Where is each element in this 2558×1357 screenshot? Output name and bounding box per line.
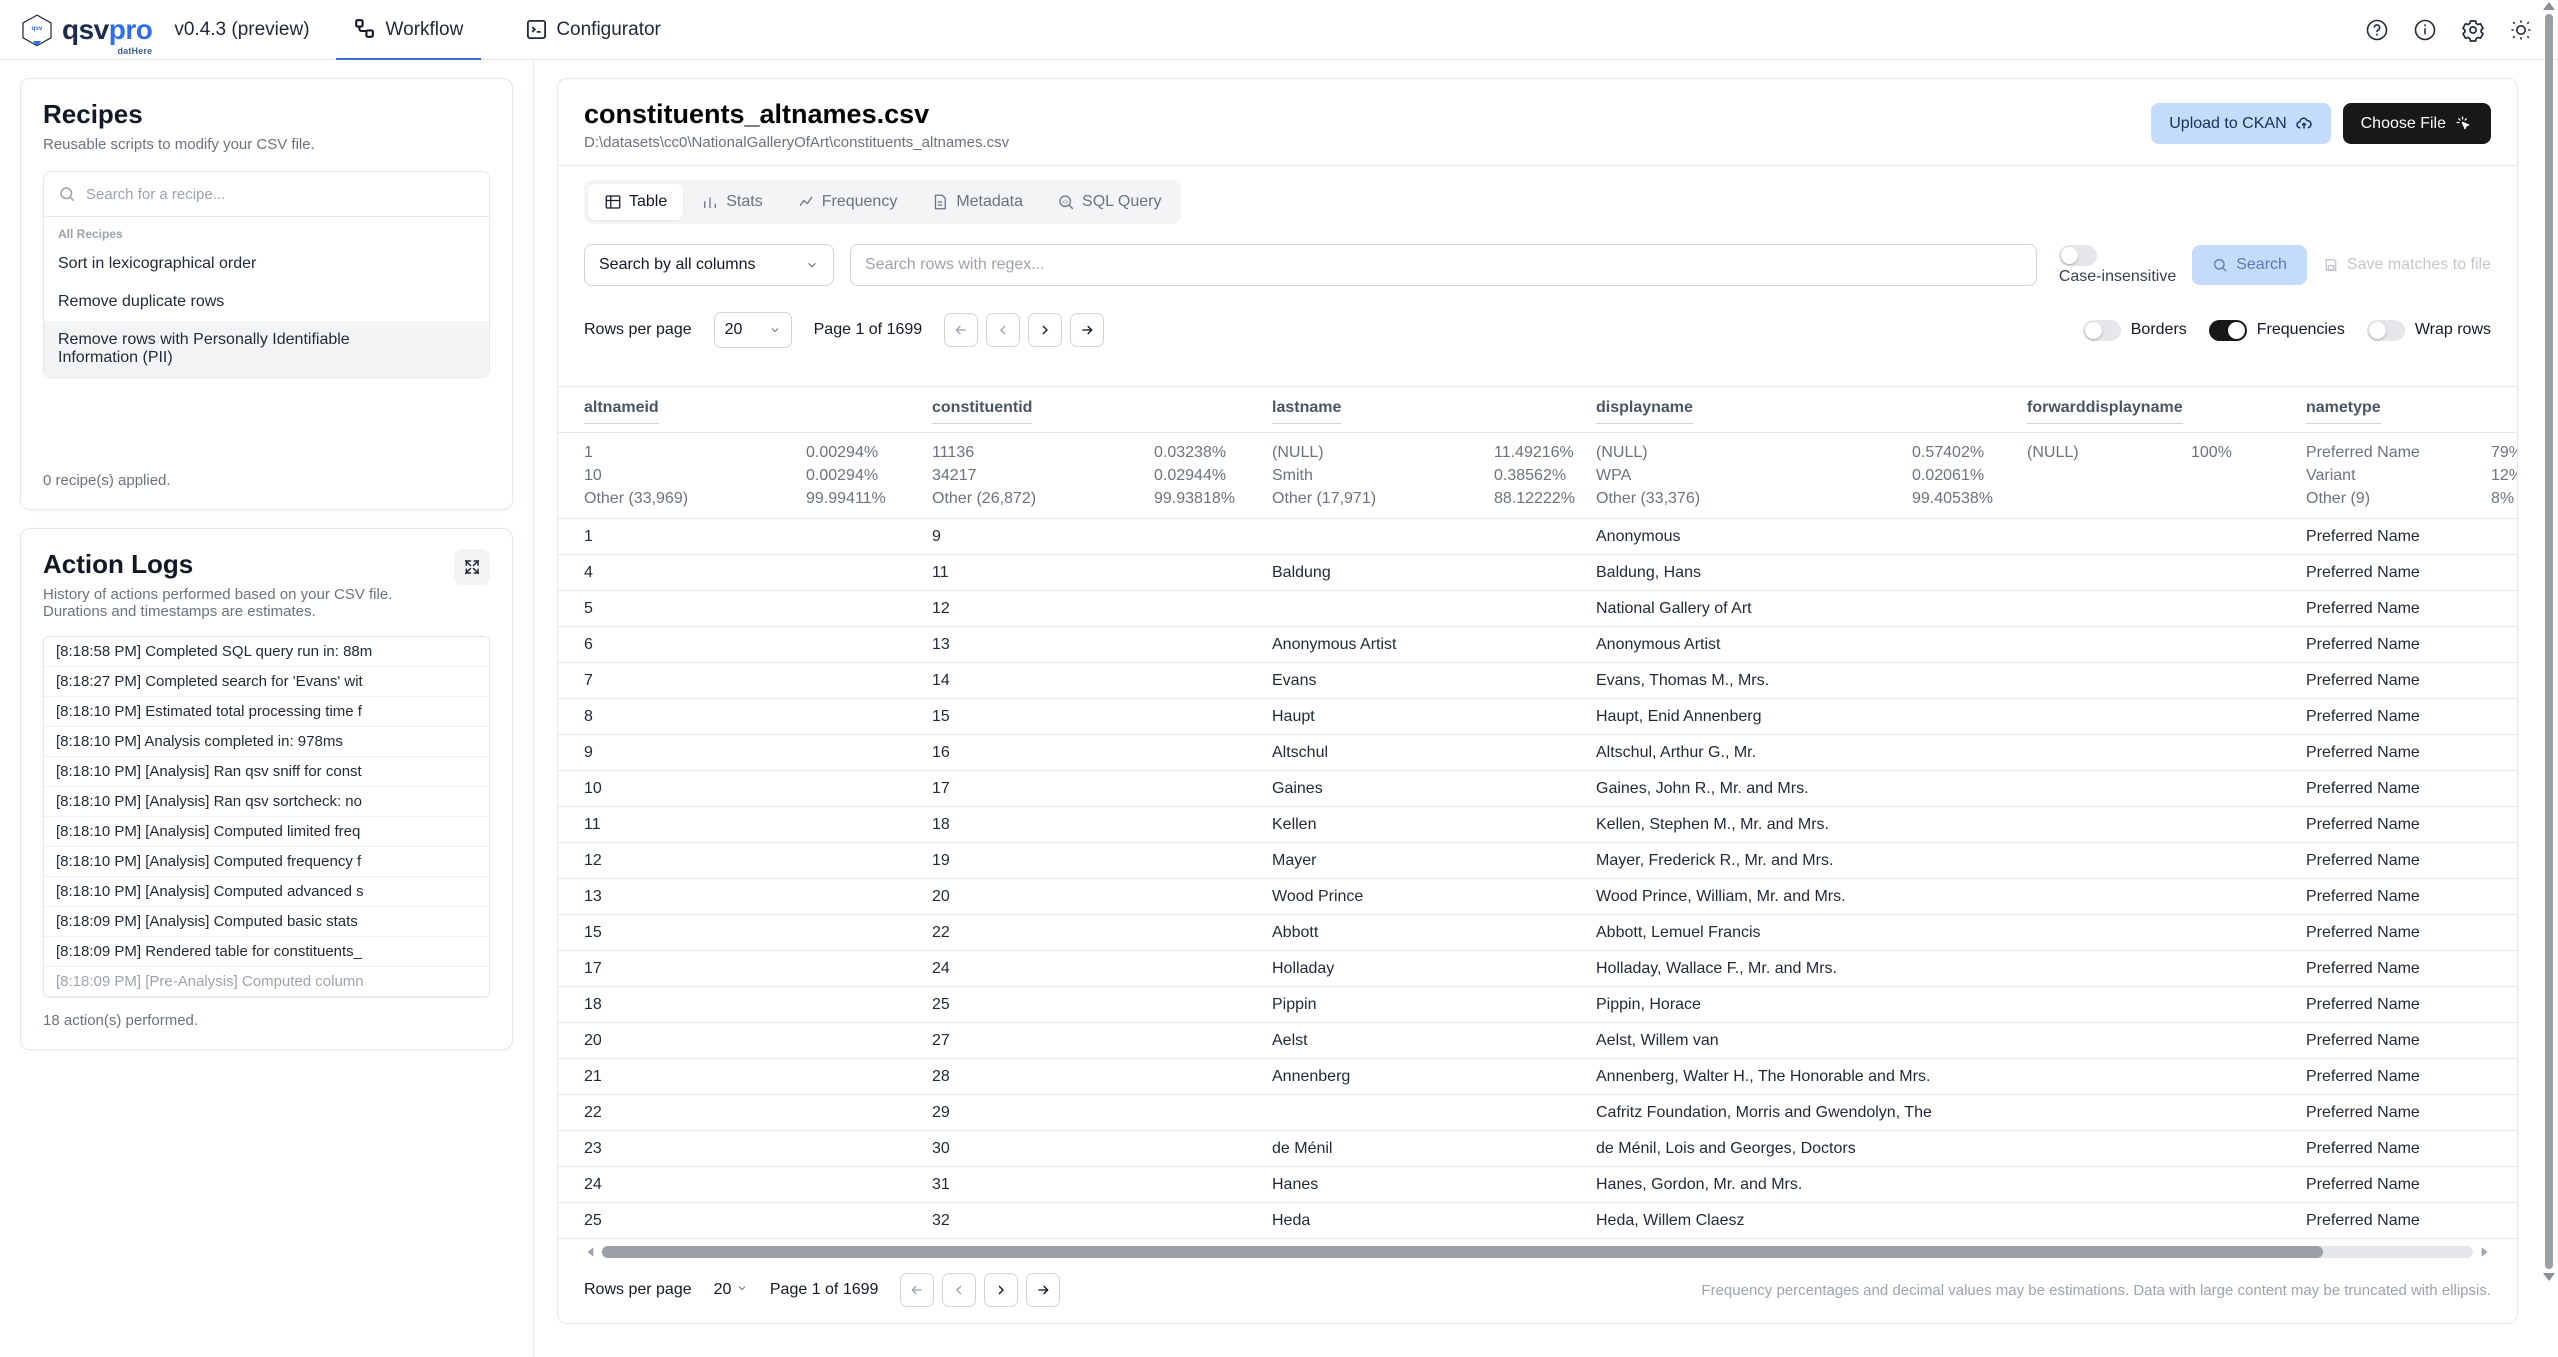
svg-text:<>: <> <box>1062 200 1068 206</box>
svg-text:qsv: qsv <box>32 25 43 32</box>
